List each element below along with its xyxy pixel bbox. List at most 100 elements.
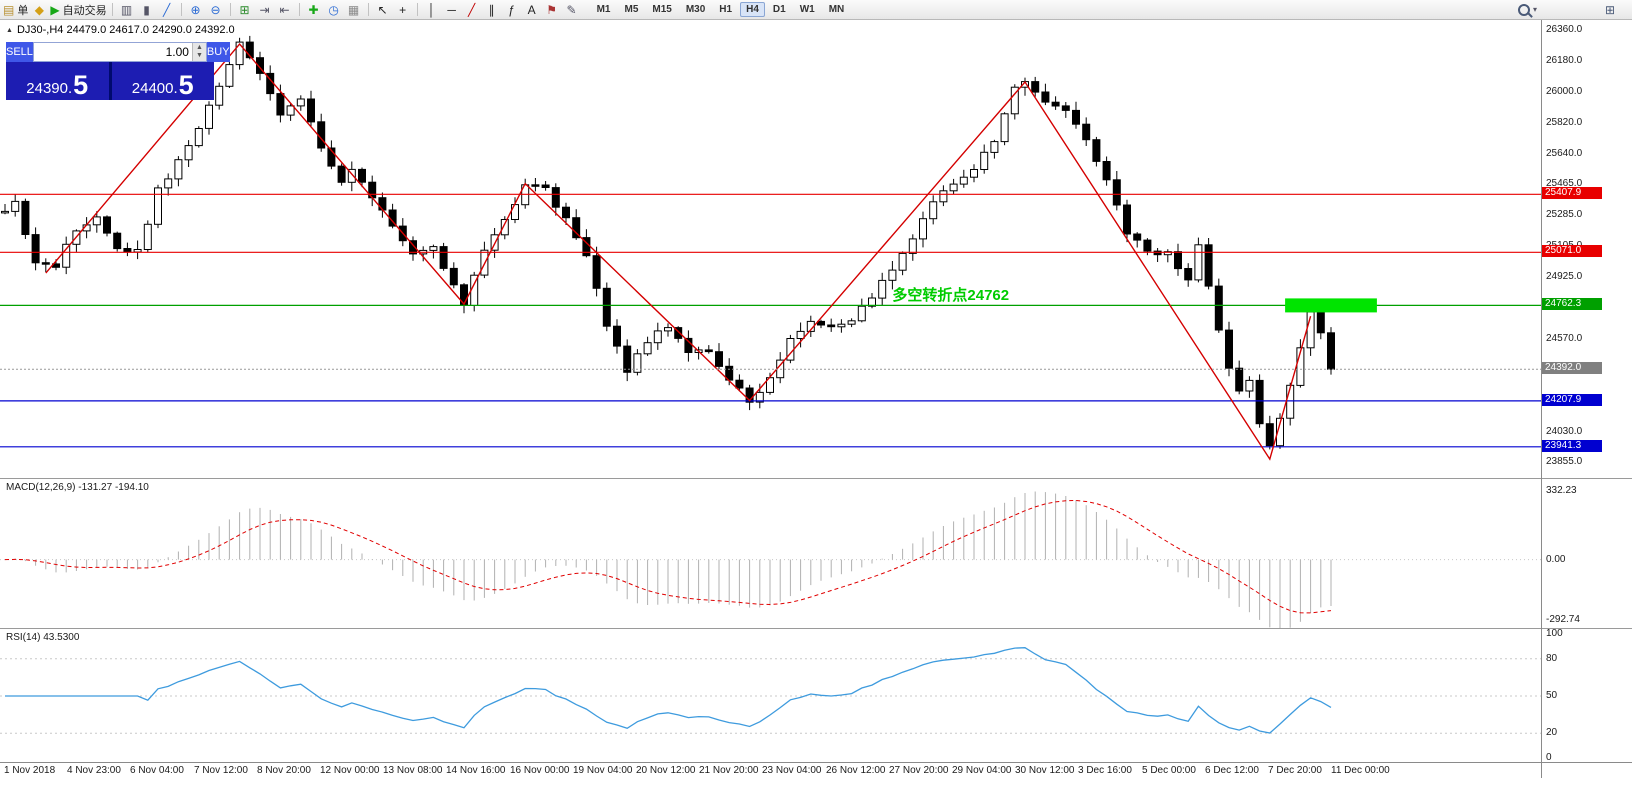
time-axis-label: 13 Nov 08:00 [383, 765, 443, 776]
fibonacci-icon[interactable]: ƒ [503, 1, 521, 18]
indicators-icon: ✚ [308, 2, 319, 17]
arrows-icon[interactable]: ⚑ [543, 1, 561, 18]
time-axis-label: 7 Dec 20:00 [1268, 765, 1322, 776]
price-axis-label: 24925.0 [1546, 271, 1583, 282]
auto-trading-button[interactable]: ▶ 自动交易 [50, 1, 106, 18]
price-line-badge: 24207.9 [1542, 394, 1602, 406]
zoom-out-icon[interactable]: ⊖ [207, 1, 225, 18]
vertical-line-icon[interactable]: │ [423, 1, 441, 18]
new-order-button[interactable]: ▤ 单 [3, 1, 28, 18]
time-axis-label: 11 Dec 00:00 [1331, 765, 1390, 776]
horizontal-line-icon[interactable]: ─ [443, 1, 461, 18]
time-axis-label: 26 Nov 12:00 [826, 765, 886, 776]
price-axis-label: 26000.0 [1546, 86, 1583, 97]
new-window-icon[interactable]: ⊞ [1601, 1, 1619, 18]
time-axis-label: 14 Nov 16:00 [446, 765, 506, 776]
macd-canvas[interactable] [0, 479, 1541, 628]
timeframe-h1[interactable]: H1 [719, 4, 733, 15]
toolbar-items: ▤ 单 ◆ ▶ 自动交易 ▥ ▮ ╱ ⊕ ⊖ ⊞ ⇥ ⇤ ✚ ◷ ▦ ↖ + │ ─ ╱ ∥ ƒ A ⚑ ✎ [2, 0, 582, 19]
line-chart-mode-icon[interactable]: ╱ [158, 1, 176, 18]
macd-axis-label: -292.74 [1546, 614, 1580, 625]
timeframe-w1[interactable]: W1 [799, 4, 815, 15]
auto-trading-button-label: 自动交易 [62, 4, 107, 17]
rsi-axis-label: 50 [1546, 690, 1558, 701]
crosshair-icon[interactable]: + [394, 1, 412, 18]
toolbar-separator [298, 3, 300, 16]
templates-icon: ▦ [347, 2, 360, 17]
svg-text:多空转折点24762: 多空转折点24762 [892, 286, 1009, 304]
horizontal-line-icon: ─ [447, 2, 456, 17]
bar-chart-mode-icon[interactable]: ▥ [118, 1, 136, 18]
price-axis[interactable]: 26360.0 26180.0 26000.0 25820.0 25640.0 25465… [1541, 20, 1632, 778]
cursor-icon: ↖ [377, 2, 388, 17]
macd-axis-label: 0.00 [1546, 554, 1566, 565]
price-axis-label: 25820.0 [1546, 117, 1583, 128]
volume-up-icon[interactable]: ▲ [195, 44, 203, 51]
search-caret-icon: ▾ [1532, 5, 1537, 14]
chart-shift-icon[interactable]: ⇤ [276, 1, 294, 18]
volume-input[interactable] [33, 43, 192, 61]
rsi-panel[interactable]: RSI(14) 43.5300 [0, 629, 1541, 762]
time-axis-label: 6 Nov 04:00 [130, 765, 184, 776]
buy-price-pip: 5 [178, 70, 194, 100]
volume-spinner[interactable]: ▲ ▼ [191, 43, 206, 61]
price-axis-label: 24030.0 [1546, 426, 1583, 437]
main-chart[interactable]: 多空转折点24762 ▲ DJ30-,H4 24479.0 24617.0 242… [0, 20, 1541, 478]
panel-separator[interactable] [0, 628, 1632, 629]
cursor-icon[interactable]: ↖ [374, 1, 392, 18]
search-icon [1517, 3, 1530, 16]
price-canvas[interactable]: 多空转折点24762 [0, 20, 1541, 478]
periods-icon: ◷ [328, 2, 339, 17]
chart-title-text: DJ30-,H4 24479.0 24617.0 24290.0 24392.0 [16, 24, 235, 36]
volume-field[interactable]: ▲ ▼ [32, 42, 207, 62]
volume-down-icon[interactable]: ▼ [195, 52, 203, 59]
timeframe-mn[interactable]: MN [828, 4, 845, 15]
search-icon[interactable]: ▾ [1517, 1, 1537, 18]
market-watch-icon[interactable]: ◆ [30, 1, 48, 18]
bar-chart-mode-icon: ▥ [120, 2, 133, 17]
tile-windows-icon[interactable]: ⊞ [236, 1, 254, 18]
indicators-icon[interactable]: ✚ [305, 1, 323, 18]
auto-scroll-icon[interactable]: ⇥ [256, 1, 274, 18]
sell-price[interactable]: 24390. 5 [6, 62, 109, 100]
time-axis[interactable]: 1 Nov 2018 4 Nov 23:00 6 Nov 04:00 7 Nov 12… [0, 762, 1632, 779]
price-line-badge: 23941.3 [1542, 440, 1602, 452]
templates-icon[interactable]: ▦ [345, 1, 363, 18]
sell-button[interactable]: SELL [6, 42, 33, 62]
time-axis-label: 12 Nov 00:00 [320, 765, 380, 776]
tile-windows-icon: ⊞ [239, 2, 250, 17]
timeframe-m5[interactable]: M5 [624, 4, 639, 15]
shapes-icon[interactable]: ✎ [563, 1, 581, 18]
rsi-canvas[interactable] [0, 629, 1541, 762]
buy-price[interactable]: 24400. 5 [111, 62, 214, 100]
sell-price-pip: 5 [73, 70, 89, 100]
timeframe-m1[interactable]: M1 [596, 4, 611, 15]
toolbar-separator [416, 3, 418, 16]
macd-label: MACD(12,26,9) -131.27 -194.10 [6, 482, 149, 493]
timeframe-h4[interactable]: H4 [740, 2, 765, 17]
timeframe-m30[interactable]: M30 [685, 4, 706, 15]
price-line-badge: 25407.9 [1542, 187, 1602, 199]
market-watch-icon: ◆ [34, 2, 44, 17]
panel-separator[interactable] [0, 478, 1632, 479]
macd-panel[interactable]: MACD(12,26,9) -131.27 -194.10 [0, 479, 1541, 628]
channel-icon[interactable]: ∥ [483, 1, 501, 18]
collapse-icon[interactable]: ▲ [6, 27, 13, 34]
candlestick-mode-icon[interactable]: ▮ [138, 1, 156, 18]
timeframe-m15[interactable]: M15 [652, 4, 672, 15]
timeframe-d1[interactable]: D1 [772, 4, 786, 15]
periods-icon[interactable]: ◷ [325, 1, 343, 18]
arrows-icon: ⚑ [546, 2, 557, 17]
zoom-in-icon[interactable]: ⊕ [187, 1, 205, 18]
toolbar-separator [229, 3, 231, 16]
new-order-button-label: 单 [17, 4, 29, 17]
text-icon[interactable]: A [523, 1, 541, 18]
shapes-icon: ✎ [566, 2, 577, 17]
price-axis-label: 26180.0 [1546, 55, 1583, 66]
timeframe-group: M1 M5 M15 M30 H1 H4 D1 W1 MN [590, 0, 852, 19]
line-chart-mode-icon: ╱ [162, 2, 171, 17]
new-window-icon: ⊞ [1604, 2, 1616, 17]
trendline-icon[interactable]: ╱ [463, 1, 481, 18]
buy-button[interactable]: BUY [206, 42, 230, 62]
